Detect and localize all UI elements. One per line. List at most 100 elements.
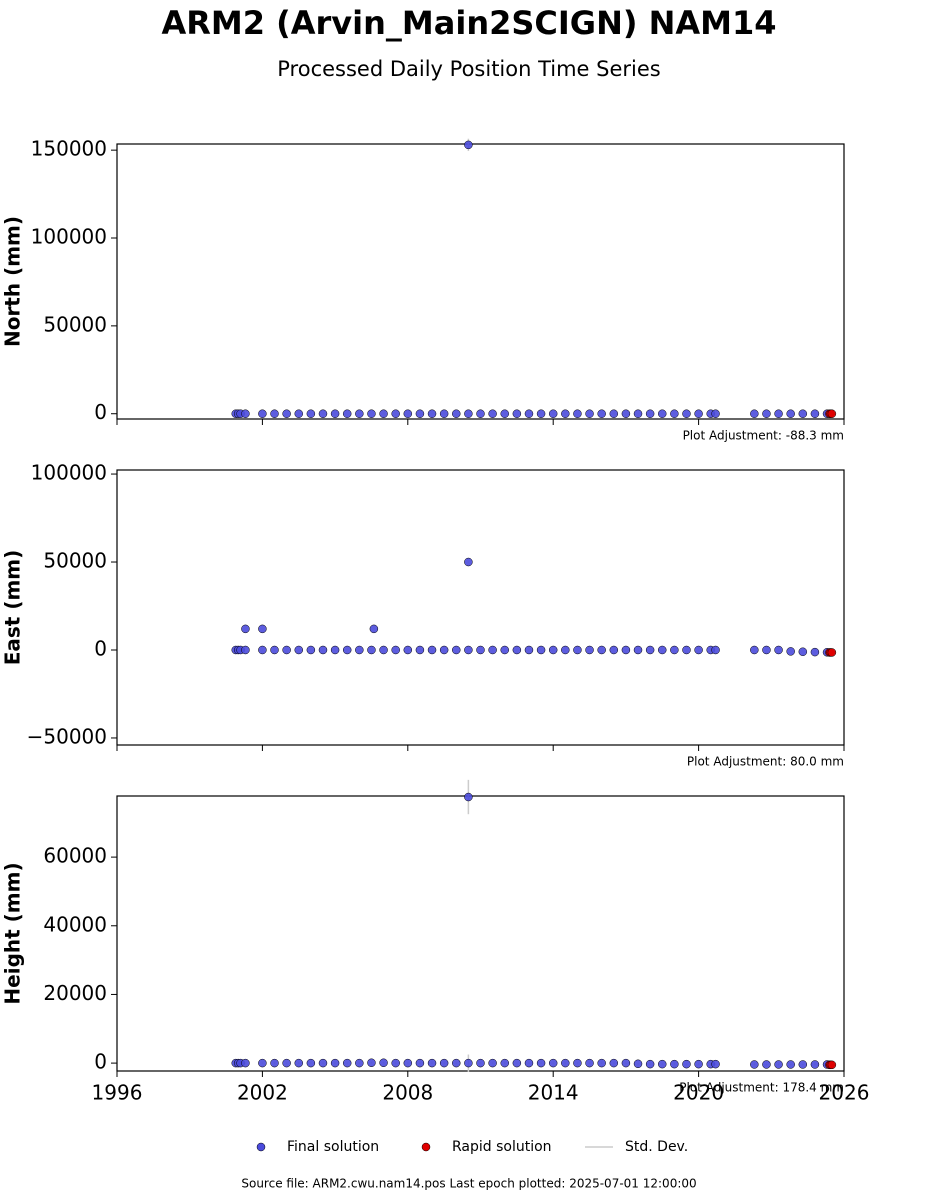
point bbox=[439, 645, 449, 655]
point bbox=[512, 645, 522, 655]
point bbox=[585, 1058, 594, 1068]
point bbox=[306, 645, 316, 655]
point bbox=[774, 409, 783, 418]
point bbox=[241, 624, 250, 634]
point bbox=[524, 1058, 534, 1068]
point bbox=[609, 645, 619, 655]
point bbox=[355, 1058, 364, 1068]
point bbox=[597, 409, 606, 418]
point bbox=[548, 409, 558, 418]
point bbox=[633, 645, 643, 655]
x-tick-label: 2008 bbox=[382, 1081, 433, 1105]
x-tick-label: 1996 bbox=[92, 1081, 143, 1105]
point bbox=[427, 409, 437, 418]
point bbox=[282, 1058, 291, 1068]
point bbox=[270, 409, 279, 418]
point bbox=[342, 645, 352, 655]
point bbox=[330, 645, 340, 655]
point bbox=[548, 645, 558, 655]
point bbox=[810, 409, 820, 418]
point bbox=[711, 645, 720, 655]
point bbox=[694, 409, 703, 418]
point bbox=[750, 409, 759, 418]
annotation: Plot Adjustment: -88.3 mm bbox=[683, 429, 844, 443]
point bbox=[573, 645, 582, 655]
y-tick-label: 150000 bbox=[31, 137, 107, 161]
point bbox=[452, 409, 461, 418]
point bbox=[786, 647, 795, 656]
point bbox=[500, 409, 509, 418]
point bbox=[452, 1058, 461, 1068]
point bbox=[294, 645, 303, 655]
point bbox=[427, 1058, 437, 1068]
y-axis-label: Height (mm) bbox=[1, 862, 25, 1004]
point bbox=[464, 557, 473, 567]
chart-title: ARM2 (Arvin_Main2SCIGN) NAM14 bbox=[161, 4, 776, 42]
point bbox=[694, 1059, 703, 1069]
x-tick-label: 2014 bbox=[528, 1081, 579, 1105]
point bbox=[609, 409, 619, 418]
footer: Source file: ARM2.cwu.nam14.pos Last epo… bbox=[241, 1177, 696, 1191]
point bbox=[585, 409, 594, 418]
point bbox=[512, 1058, 522, 1068]
annotation: Plot Adjustment: 80.0 mm bbox=[687, 755, 844, 769]
point bbox=[524, 645, 534, 655]
point bbox=[403, 1058, 413, 1068]
x-tick-label: 2026 bbox=[819, 1081, 870, 1105]
point bbox=[670, 645, 679, 655]
point bbox=[658, 645, 667, 655]
point bbox=[621, 409, 631, 418]
point bbox=[391, 409, 400, 418]
point bbox=[561, 645, 570, 655]
point bbox=[827, 648, 837, 657]
point bbox=[798, 647, 808, 656]
point bbox=[750, 645, 759, 655]
point bbox=[379, 645, 388, 655]
point bbox=[573, 1058, 582, 1068]
point bbox=[258, 645, 267, 655]
point bbox=[633, 409, 643, 418]
point bbox=[355, 645, 364, 655]
point bbox=[282, 645, 291, 655]
y-tick-label: 0 bbox=[94, 636, 107, 660]
point bbox=[798, 409, 808, 418]
point bbox=[476, 645, 485, 655]
point bbox=[306, 1058, 316, 1068]
legend-label: Std. Dev. bbox=[625, 1139, 688, 1155]
point bbox=[711, 1059, 720, 1069]
point bbox=[658, 409, 667, 418]
point bbox=[241, 645, 250, 655]
legend-label: Rapid solution bbox=[452, 1139, 552, 1155]
point bbox=[342, 1058, 352, 1068]
point bbox=[658, 1059, 667, 1069]
point bbox=[367, 1058, 376, 1068]
point bbox=[561, 1058, 570, 1068]
point bbox=[330, 1058, 340, 1068]
point bbox=[241, 409, 250, 418]
point bbox=[609, 1058, 619, 1068]
point bbox=[464, 645, 473, 655]
point bbox=[827, 1060, 837, 1070]
point bbox=[573, 409, 582, 418]
point bbox=[762, 409, 771, 418]
point bbox=[439, 1058, 449, 1068]
point bbox=[464, 409, 473, 418]
point bbox=[379, 409, 388, 418]
point bbox=[439, 409, 449, 418]
point bbox=[270, 645, 279, 655]
legend-marker bbox=[256, 1142, 266, 1152]
point bbox=[585, 645, 594, 655]
y-tick-label: 50000 bbox=[43, 312, 107, 336]
y-tick-label: 20000 bbox=[43, 981, 107, 1005]
point bbox=[294, 409, 303, 418]
point bbox=[464, 1058, 473, 1068]
point bbox=[488, 1058, 497, 1068]
point bbox=[774, 645, 783, 655]
point bbox=[241, 1058, 250, 1068]
point bbox=[330, 409, 340, 418]
point bbox=[282, 409, 291, 418]
point bbox=[379, 1058, 388, 1068]
point bbox=[488, 409, 497, 418]
